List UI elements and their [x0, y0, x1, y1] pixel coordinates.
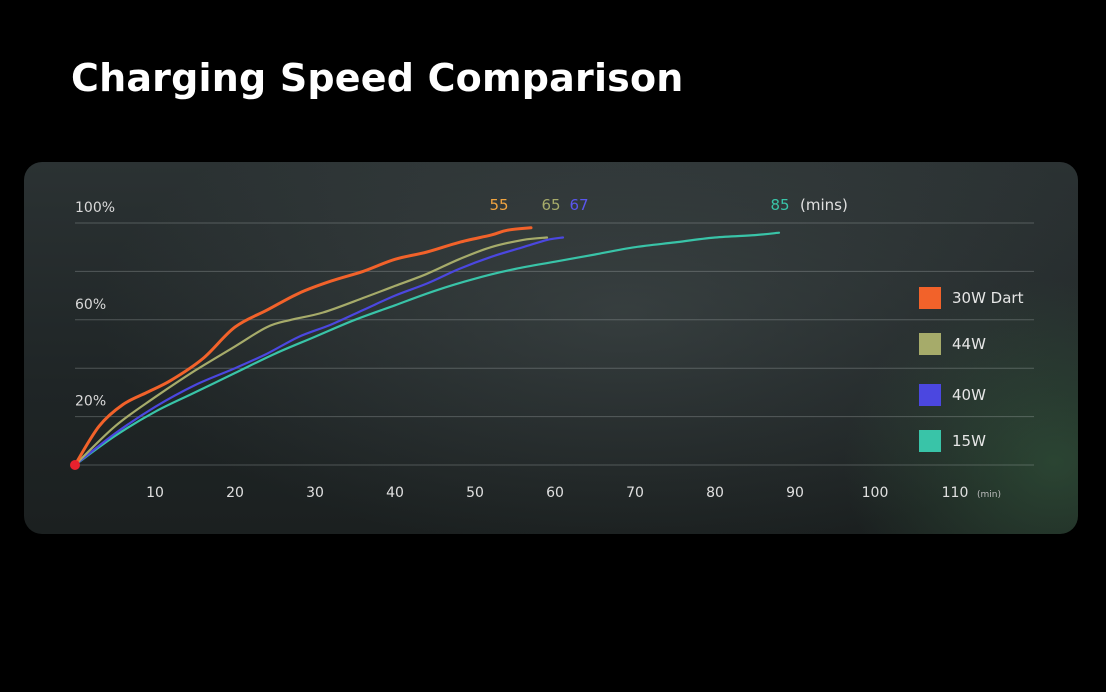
x-tick-label: 70 — [626, 485, 644, 501]
legend-item-44w: 44W — [919, 333, 986, 355]
x-tick-label: 100 — [862, 485, 889, 501]
y-tick-labels: 20% 60% 100% — [75, 200, 115, 410]
legend-swatch-15w — [919, 430, 941, 452]
end-labels: 55 65 67 85 (mins) — [489, 196, 847, 214]
page-title: Charging Speed Comparison — [71, 56, 684, 100]
end-label-30w-dart: 55 — [489, 196, 508, 214]
series-line-44w — [73, 236, 549, 467]
origin-point — [70, 460, 80, 470]
series-line-15w — [73, 231, 781, 467]
y-tick-label: 20% — [75, 394, 106, 410]
legend-item-40w: 40W — [919, 384, 986, 406]
chart-card: 20% 60% 100% 10 20 30 40 50 60 70 80 90 100 110 (min)… — [24, 162, 1078, 534]
x-tick-label: 60 — [546, 485, 564, 501]
legend-label-30w-dart: 30W Dart — [952, 289, 1024, 307]
x-tick-label: 80 — [706, 485, 724, 501]
line-chart: 20% 60% 100% 10 20 30 40 50 60 70 80 90 100 110 (min)… — [70, 196, 1034, 501]
end-label-40w: 67 — [569, 196, 588, 214]
legend-swatch-44w — [919, 333, 941, 355]
x-tick-label: 50 — [466, 485, 484, 501]
legend-swatch-40w — [919, 384, 941, 406]
legend-item-30w-dart: 30W Dart — [919, 287, 1023, 309]
y-tick-label: 100% — [75, 200, 115, 216]
end-label-15w: 85 — [770, 196, 789, 214]
end-label-44w: 65 — [541, 196, 560, 214]
x-tick-labels: 10 20 30 40 50 60 70 80 90 100 110 (min) — [146, 485, 1001, 501]
legend-label-15w: 15W — [952, 432, 986, 450]
x-tick-label: 40 — [386, 485, 404, 501]
x-tick-label: 10 — [146, 485, 164, 501]
legend-label-40w: 40W — [952, 386, 986, 404]
legend-label-44w: 44W — [952, 335, 986, 353]
series-line-30w-dart — [73, 226, 533, 467]
series-line-40w — [73, 236, 565, 467]
series-layer — [73, 226, 781, 467]
x-tick-label: 90 — [786, 485, 804, 501]
legend-swatch-30w-dart — [919, 287, 941, 309]
mins-unit-label: (mins) — [800, 196, 848, 214]
x-tick-label: 20 — [226, 485, 244, 501]
x-unit-label: (min) — [977, 490, 1001, 500]
x-tick-label: 30 — [306, 485, 324, 501]
legend: 30W Dart 44W 40W 15W — [919, 287, 1069, 467]
legend-item-15w: 15W — [919, 430, 986, 452]
y-tick-label: 60% — [75, 297, 106, 313]
x-tick-label: 110 — [942, 485, 969, 501]
